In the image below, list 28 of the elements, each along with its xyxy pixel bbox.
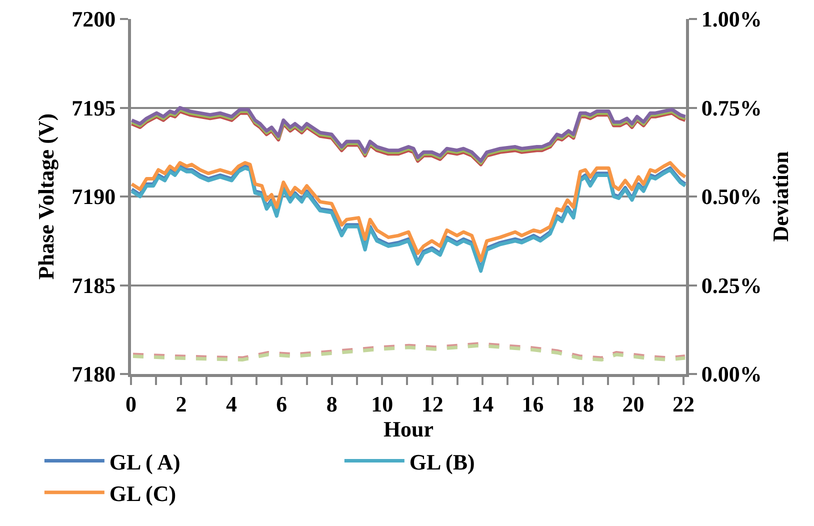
x-tick-label: 16 <box>522 391 544 416</box>
y-axis-title: Phase Voltage (V) <box>33 113 58 280</box>
y-tick-label: 7200 <box>72 6 116 32</box>
y-tick-label: 7180 <box>72 362 116 387</box>
y2-tick-label: 0.25% <box>701 272 762 298</box>
x-tick-label: 6 <box>276 391 288 416</box>
legend-label: GL (C) <box>109 480 176 506</box>
x-tick-label: 0 <box>126 391 136 416</box>
x-tick-label: 10 <box>371 391 394 416</box>
y2-tick-label: 1.00% <box>701 6 762 32</box>
legend-label: GL (B) <box>409 449 475 474</box>
x-tick-label: 14 <box>472 391 494 416</box>
y2-tick-label: 0.75% <box>701 95 762 120</box>
legend-label: GL ( A) <box>109 449 180 474</box>
x-tick-label: 8 <box>326 391 338 416</box>
y-tick-label: 7185 <box>72 272 116 298</box>
y2-tick-label: 0.50% <box>701 184 762 210</box>
x-axis-title: Hour <box>383 416 434 442</box>
x-tick-label: 22 <box>672 391 694 416</box>
y-tick-label: 7195 <box>72 95 116 120</box>
x-tick-label: 4 <box>226 391 237 416</box>
y2-axis-title: Deviation <box>768 151 793 242</box>
x-tick-label: 20 <box>622 391 644 416</box>
y2-tick-label: 0.00% <box>701 362 762 387</box>
x-tick-label: 18 <box>572 391 594 416</box>
x-tick-label: 12 <box>421 391 444 416</box>
y-tick-label: 7190 <box>72 184 116 210</box>
x-tick-label: 2 <box>176 391 187 416</box>
